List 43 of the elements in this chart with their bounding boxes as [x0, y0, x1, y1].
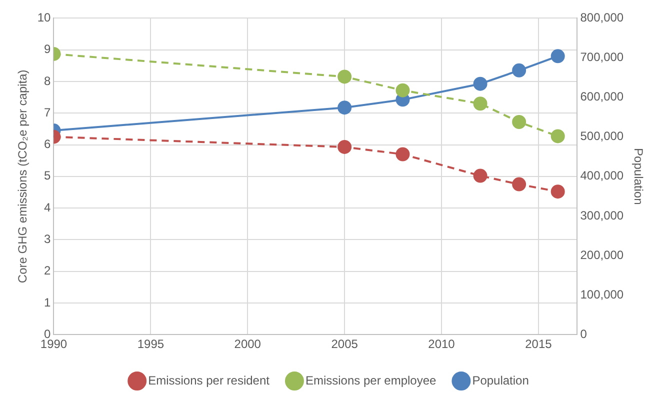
y2-tick-label: 500,000 [580, 129, 624, 144]
y-tick-label: 4 [44, 200, 52, 214]
y2-tick-label: 800,000 [580, 10, 624, 25]
point [512, 114, 526, 129]
y2-tick-label: 100,000 [580, 287, 624, 302]
legend-label: Population [472, 373, 529, 388]
legend-label: Emissions per resident [148, 373, 270, 388]
legend-label: Emissions per employee [305, 373, 437, 388]
y-tick-label: 10 [37, 10, 52, 25]
y2-tick-label: 300,000 [580, 208, 624, 222]
y-tick-label: 8 [44, 74, 52, 88]
point [473, 76, 488, 91]
point [550, 49, 565, 64]
y-tick-label: 5 [44, 168, 52, 183]
y2-tick-label: 700,000 [580, 50, 624, 64]
point [550, 184, 565, 199]
point [338, 140, 352, 154]
y-tick-label: 3 [44, 232, 52, 246]
point [338, 100, 352, 115]
y2-tick-label: 0 [580, 326, 588, 341]
point [473, 96, 488, 111]
point [473, 168, 488, 183]
point [512, 177, 526, 192]
y-axis-title: Core GHG emissions (tCO₂e per capita) [16, 70, 30, 284]
point [550, 129, 565, 144]
point [338, 70, 352, 84]
y2-axis-title: Population [631, 148, 646, 205]
y-tick-label: 7 [44, 105, 52, 120]
y-tick-label: 6 [44, 137, 52, 152]
y-tick-label: 2 [44, 264, 52, 278]
y2-tick-label: 400,000 [580, 168, 624, 183]
y2-tick-label: 600,000 [580, 90, 624, 104]
x-tick-label: 2005 [331, 337, 358, 352]
x-tick-label: 2000 [234, 337, 262, 352]
y-tick-label: 9 [44, 42, 52, 56]
point [396, 83, 410, 98]
y2-tick-label: 200,000 [580, 248, 624, 262]
x-tick-label: 2010 [428, 337, 456, 352]
y-tick-label: 1 [44, 295, 52, 310]
point [512, 63, 526, 78]
point [396, 147, 410, 162]
x-tick-label: 1995 [137, 337, 164, 352]
x-tick-label: 2015 [525, 337, 552, 352]
